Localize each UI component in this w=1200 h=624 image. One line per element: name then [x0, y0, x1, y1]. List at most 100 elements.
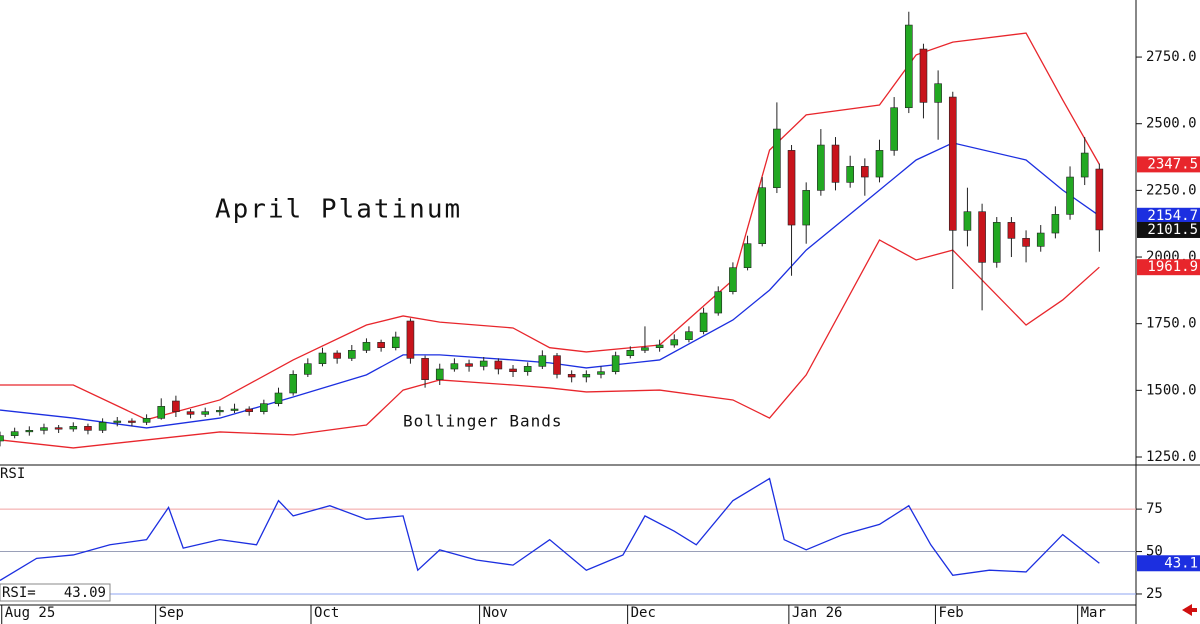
candle-body [69, 426, 78, 430]
candle-body [347, 350, 356, 359]
candle-body [641, 347, 649, 351]
price-tag-label: 2347.5 [1147, 156, 1198, 172]
y-tick-label: 2250.0 [1146, 182, 1197, 198]
y-tick-label: 1250.0 [1146, 449, 1197, 465]
x-tick-label: Sep [159, 605, 184, 621]
candle-body [846, 166, 854, 183]
candle-body [465, 363, 473, 367]
candle-body [787, 150, 796, 226]
candle-body [0, 435, 4, 442]
candle-body [289, 374, 297, 394]
bollinger-band [0, 32, 1100, 421]
candle-body [934, 83, 942, 103]
readout-value: 43.09 [64, 585, 106, 601]
candle-body [274, 392, 283, 404]
candle-body [1036, 232, 1045, 247]
candle-body [435, 368, 444, 380]
price-tag [1137, 259, 1200, 276]
candle-body [729, 267, 737, 292]
candle-body [817, 144, 825, 191]
candle-body [54, 427, 63, 430]
candle-body [582, 374, 591, 378]
candle-body [861, 166, 869, 178]
candle-body [919, 48, 928, 103]
candle-body [333, 352, 341, 359]
candle-body [377, 342, 385, 348]
x-tick-label: Aug 25 [5, 605, 56, 621]
rsi-line [0, 477, 1100, 581]
candle-body [655, 344, 664, 348]
candle-body [450, 363, 459, 370]
candle-body [626, 350, 635, 356]
rsi-title: RSI [0, 466, 25, 482]
candle-body [84, 426, 92, 431]
candle-body [494, 360, 503, 370]
candle-body [362, 342, 371, 351]
candle-body [597, 371, 605, 375]
candle-body [1080, 152, 1089, 178]
candle-body [186, 411, 195, 415]
candle-body [1022, 238, 1030, 247]
candle-body [758, 187, 767, 244]
candle-body [1095, 168, 1104, 231]
candle-body [245, 408, 253, 412]
candle-body [391, 336, 400, 348]
candle-body [201, 411, 210, 415]
annotation: Bollinger Bands [403, 412, 563, 431]
x-tick-label: Oct [314, 605, 339, 621]
price-tag [1137, 156, 1200, 173]
candle-body [743, 243, 752, 268]
scroll-arrow [1185, 608, 1197, 612]
candle-body [978, 211, 986, 263]
readout-box [0, 583, 111, 602]
readout-prefix: RSI= [2, 585, 36, 601]
candle-body [406, 320, 415, 359]
chart-title: April Platinum [215, 195, 462, 225]
candle-body [10, 431, 19, 436]
candle-body [479, 360, 488, 367]
candle-body [172, 400, 180, 412]
price-tag-label: 2154.7 [1147, 208, 1198, 224]
bollinger-band [0, 239, 1100, 449]
price-tag-label: 1961.9 [1147, 259, 1198, 275]
candle-body [890, 107, 898, 151]
candle-body [714, 291, 723, 314]
candle-body [1007, 222, 1016, 239]
candle-body [553, 355, 561, 375]
price-tag-label: 2101.5 [1147, 222, 1198, 238]
y-tick-label: 25 [1146, 586, 1163, 602]
candle-body [831, 144, 840, 183]
y-tick-label: 75 [1146, 501, 1163, 517]
candle-body [40, 427, 48, 431]
candle-body [670, 339, 679, 346]
candle-body [318, 352, 327, 364]
price-tag-label: 43.1 [1164, 555, 1198, 571]
candle-body [1066, 176, 1074, 215]
candle-body [523, 366, 532, 372]
candle-body [216, 410, 224, 413]
candle-body [128, 420, 136, 423]
candle-body [963, 211, 972, 231]
x-tick-label: Dec [631, 605, 656, 621]
candle-body [948, 96, 957, 231]
candle-body [773, 128, 781, 189]
x-tick-label: Feb [938, 605, 963, 621]
candle-body [230, 408, 239, 411]
candle-body [611, 355, 620, 372]
candle-body [1051, 214, 1060, 234]
candle-body [113, 420, 122, 423]
y-tick-label: 2750.0 [1146, 49, 1197, 65]
candle-body [509, 368, 517, 372]
candle-body [567, 374, 576, 378]
candle-body [904, 24, 913, 109]
candle-body [157, 406, 166, 419]
price-tag [1137, 221, 1200, 238]
y-tick-label: 2500.0 [1146, 116, 1197, 132]
candle-body [802, 190, 810, 226]
y-tick-label: 1500.0 [1146, 382, 1197, 398]
price-tag [1137, 207, 1200, 224]
bollinger-band [0, 142, 1100, 429]
price-tag [1137, 555, 1200, 572]
